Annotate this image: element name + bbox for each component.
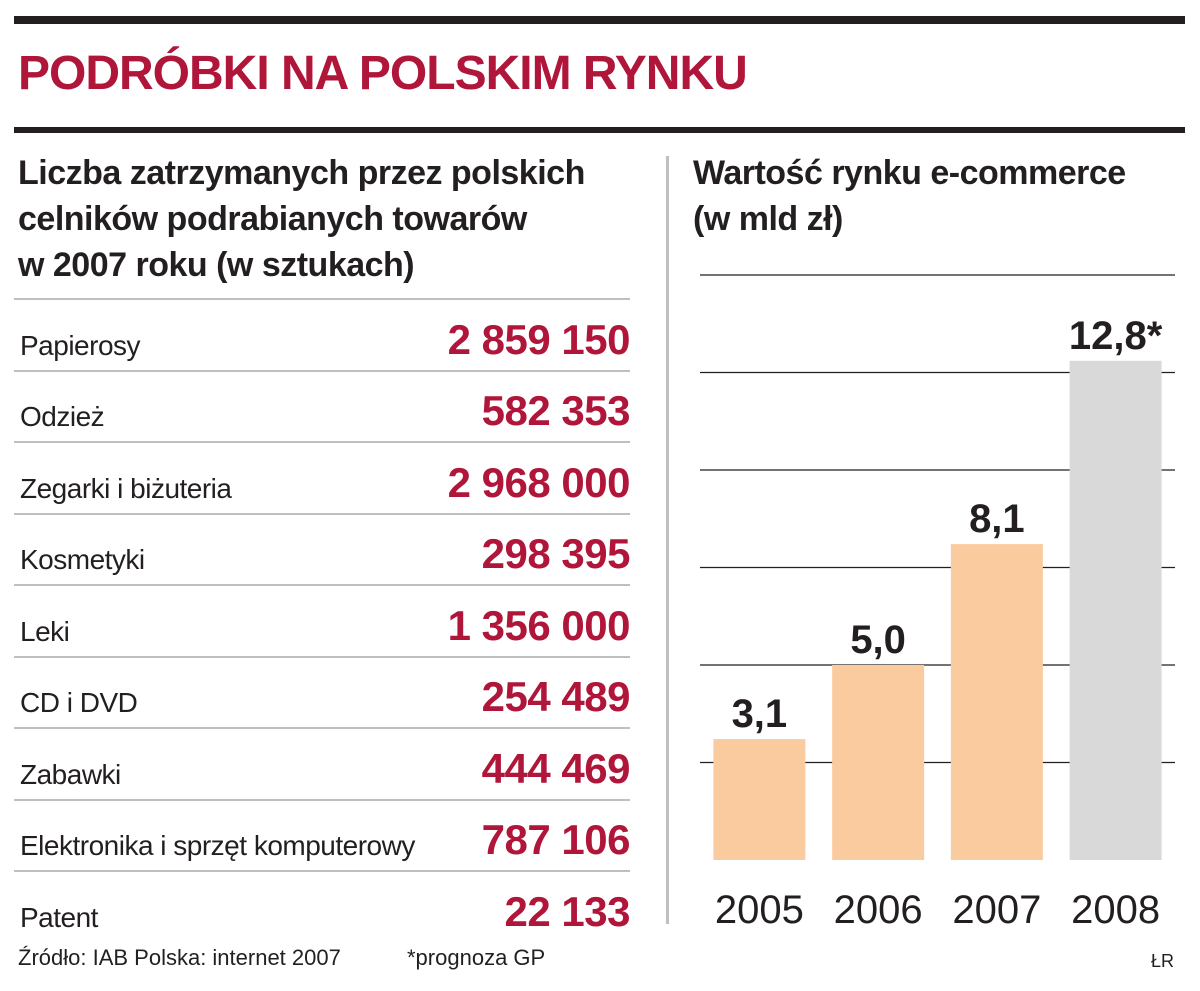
ecommerce-bar-chart: 3,1 2005 5,0 2006 8,1 2007 12,8* 2008 (700, 274, 1175, 932)
row-value: 582 353 (481, 387, 631, 434)
chart-title-line: Wartość rynku e-commerce (693, 154, 1126, 192)
table-row: Elektronika i sprzęt komputerowy 787 106 (14, 798, 631, 871)
row-label: CD i DVD (20, 687, 138, 718)
row-value: 2 968 000 (447, 458, 631, 506)
row-label: Patent (20, 901, 98, 933)
row-label: Zegarki i biżuteria (20, 472, 232, 504)
table-row: Odzież 582 353 (14, 369, 631, 442)
row-label: Zabawki (20, 758, 121, 790)
page-title: PODRÓBKI NA POLSKIM RYNKU (18, 47, 748, 100)
table-row: Zegarki i biżuteria 2 968 000 (14, 441, 631, 513)
row-value: 22 133 (504, 887, 631, 935)
left-title-line: celników podrabianych towarów (18, 200, 527, 238)
table-row: Zabawki 444 469 (14, 727, 631, 799)
row-label: Papierosy (20, 329, 141, 361)
chart-title-line: (w mld zł) (693, 200, 843, 238)
data-label: 3,1 (732, 692, 788, 736)
data-label: 12,8* (1069, 314, 1163, 358)
row-value: 444 469 (481, 744, 631, 792)
top-rule (14, 16, 1185, 24)
left-title-line: w 2007 roku (w sztukach) (18, 246, 415, 284)
row-label: Odzież (20, 401, 105, 432)
table-row: CD i DVD 254 489 (14, 655, 631, 728)
bar-2005 (713, 739, 806, 860)
row-value: 2 859 150 (447, 315, 631, 363)
table-row: Leki 1 356 000 (14, 584, 631, 656)
row-value: 1 356 000 (447, 601, 631, 649)
table-row: Patent 22 133 (14, 870, 631, 942)
data-label: 5,0 (850, 618, 906, 662)
forecast-footnote: *prognoza GP (407, 945, 546, 970)
seizure-table: Papierosy 2 859 150 Odzież 582 353 Zegar… (14, 298, 631, 942)
author-initials: ŁR (1150, 951, 1174, 971)
x-tick-label: 2008 (1071, 888, 1160, 932)
row-value: 254 489 (481, 673, 631, 720)
left-title-line: Liczba zatrzymanych przez polskich (18, 154, 585, 192)
left-panel-title: Liczba zatrzymanych przez polskich celni… (18, 150, 648, 288)
row-label: Leki (20, 615, 70, 647)
x-tick-label: 2005 (715, 888, 804, 932)
table-row: Papierosy 2 859 150 (14, 298, 631, 370)
chart-title: Wartość rynku e-commerce (w mld zł) (693, 150, 1173, 242)
bar-2006 (832, 665, 925, 860)
data-label: 8,1 (969, 497, 1025, 541)
row-label: Elektronika i sprzęt komputerowy (20, 830, 415, 861)
source-note: Źródło: IAB Polska: internet 2007 (18, 945, 341, 970)
bar-2008 (1069, 360, 1162, 860)
bar-2007 (950, 544, 1043, 860)
row-label: Kosmetyki (20, 544, 145, 575)
x-tick-label: 2006 (834, 888, 923, 932)
table-row: Kosmetyki 298 395 (14, 512, 631, 585)
panel-divider (666, 156, 669, 924)
title-rule (14, 127, 1185, 133)
row-value: 298 395 (481, 530, 631, 577)
x-tick-label: 2007 (952, 888, 1041, 932)
row-value: 787 106 (481, 816, 631, 863)
